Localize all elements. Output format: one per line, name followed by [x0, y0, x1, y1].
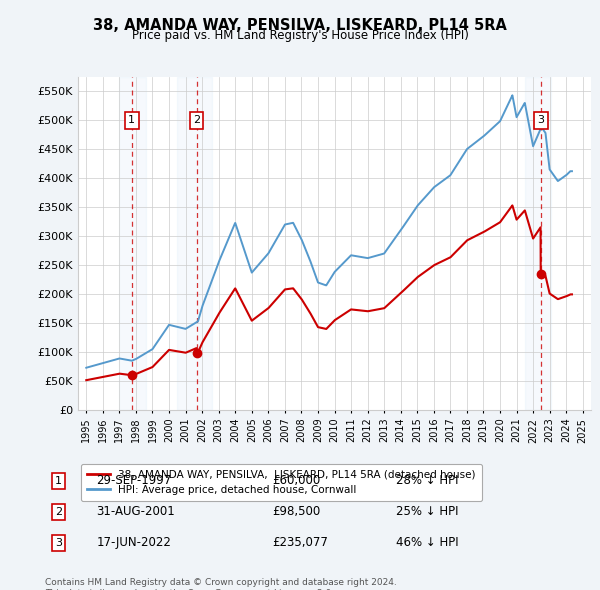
Text: 46% ↓ HPI: 46% ↓ HPI — [396, 536, 458, 549]
Text: 3: 3 — [55, 538, 62, 548]
Text: 38, AMANDA WAY, PENSILVA, LISKEARD, PL14 5RA: 38, AMANDA WAY, PENSILVA, LISKEARD, PL14… — [93, 18, 507, 32]
Text: 28% ↓ HPI: 28% ↓ HPI — [396, 474, 458, 487]
Text: 2: 2 — [55, 507, 62, 517]
Text: £60,000: £60,000 — [272, 474, 320, 487]
Text: 25% ↓ HPI: 25% ↓ HPI — [396, 505, 458, 519]
Text: 1: 1 — [55, 476, 62, 486]
Legend: 38, AMANDA WAY, PENSILVA,  LISKEARD, PL14 5RA (detached house), HPI: Average pri: 38, AMANDA WAY, PENSILVA, LISKEARD, PL14… — [80, 464, 482, 502]
Text: Price paid vs. HM Land Registry's House Price Index (HPI): Price paid vs. HM Land Registry's House … — [131, 30, 469, 42]
Bar — [177, 77, 212, 410]
Text: Contains HM Land Registry data © Crown copyright and database right 2024.
This d: Contains HM Land Registry data © Crown c… — [45, 578, 397, 590]
Text: £98,500: £98,500 — [272, 505, 320, 519]
Text: 3: 3 — [537, 115, 544, 125]
Text: 17-JUN-2022: 17-JUN-2022 — [96, 536, 171, 549]
Text: 2: 2 — [193, 115, 200, 125]
Bar — [525, 77, 551, 410]
Text: 29-SEP-1997: 29-SEP-1997 — [96, 474, 172, 487]
Text: 1: 1 — [128, 115, 135, 125]
Text: 31-AUG-2001: 31-AUG-2001 — [96, 505, 175, 519]
Text: £235,077: £235,077 — [272, 536, 328, 549]
Bar — [119, 77, 146, 410]
